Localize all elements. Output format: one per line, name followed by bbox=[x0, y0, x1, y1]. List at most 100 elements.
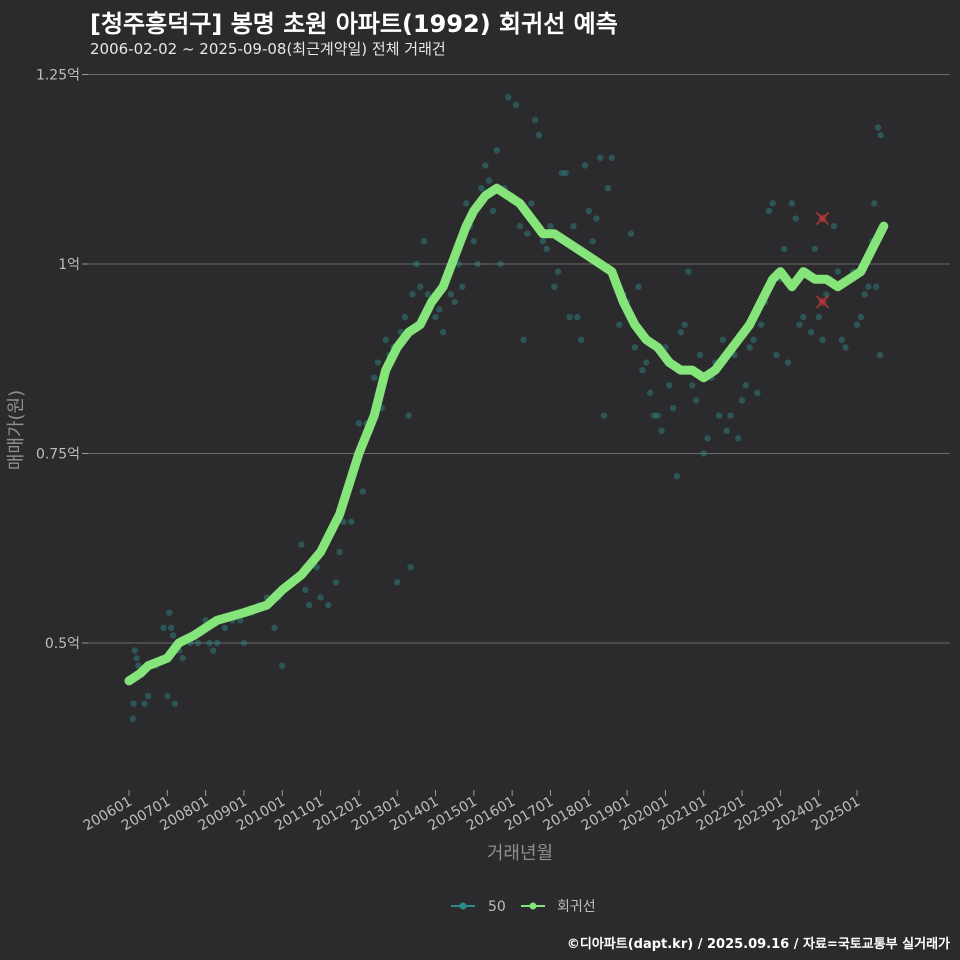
data-point bbox=[528, 200, 535, 207]
data-point bbox=[505, 94, 512, 101]
data-point bbox=[407, 564, 414, 571]
data-point bbox=[715, 412, 723, 419]
data-point bbox=[298, 541, 305, 548]
data-point bbox=[742, 382, 750, 389]
data-point bbox=[413, 260, 420, 268]
data-point bbox=[570, 222, 577, 230]
legend-50-marker bbox=[459, 902, 467, 910]
chart-title: [청주흥덕구] 봉명 초원 아파트(1992) 회귀선 예측 bbox=[90, 10, 618, 38]
scatter-points bbox=[129, 94, 884, 722]
data-point bbox=[436, 306, 443, 313]
data-point bbox=[589, 238, 596, 245]
data-point bbox=[754, 389, 761, 397]
data-point bbox=[666, 382, 673, 389]
data-point bbox=[420, 238, 428, 245]
data-point bbox=[169, 632, 177, 639]
data-point bbox=[459, 283, 466, 290]
data-point bbox=[531, 116, 539, 124]
data-point bbox=[478, 185, 485, 192]
data-point bbox=[382, 336, 389, 343]
data-point bbox=[807, 329, 815, 336]
data-point bbox=[194, 639, 202, 647]
data-point bbox=[788, 200, 796, 207]
axis-ticks: 0.5억0.75억1억1.25억200601200701200801200901… bbox=[36, 68, 863, 835]
data-point bbox=[639, 366, 646, 374]
data-point bbox=[432, 313, 439, 321]
data-point bbox=[784, 359, 792, 366]
data-point bbox=[554, 268, 562, 275]
data-point bbox=[604, 185, 612, 192]
data-point bbox=[520, 336, 527, 343]
data-point bbox=[470, 238, 478, 245]
data-point bbox=[355, 419, 363, 427]
data-point bbox=[164, 692, 171, 700]
x-axis-title: 거래년월 bbox=[487, 843, 553, 864]
data-point bbox=[167, 624, 175, 632]
data-point bbox=[332, 579, 340, 586]
legend-regression-marker bbox=[529, 902, 537, 910]
data-point bbox=[336, 548, 343, 556]
data-point bbox=[627, 230, 635, 237]
data-point bbox=[141, 700, 148, 707]
data-point bbox=[417, 283, 424, 290]
data-point bbox=[857, 313, 865, 321]
data-point bbox=[597, 154, 604, 162]
data-point bbox=[447, 291, 455, 298]
data-point bbox=[516, 222, 524, 230]
data-point bbox=[409, 291, 416, 298]
data-point bbox=[210, 647, 217, 654]
regression-curve bbox=[124, 183, 889, 686]
highlighted-points bbox=[815, 211, 830, 309]
data-point bbox=[635, 283, 642, 290]
data-point bbox=[838, 336, 845, 343]
data-point bbox=[773, 351, 780, 359]
data-point bbox=[723, 427, 730, 434]
data-point bbox=[811, 245, 819, 253]
regression-line bbox=[124, 183, 889, 686]
data-point bbox=[704, 435, 711, 442]
data-point bbox=[646, 389, 654, 397]
data-point bbox=[865, 283, 872, 290]
data-point bbox=[302, 586, 309, 594]
data-point bbox=[616, 321, 623, 328]
data-point bbox=[133, 654, 140, 662]
data-point bbox=[340, 518, 347, 525]
data-point bbox=[781, 245, 788, 253]
data-point bbox=[179, 654, 186, 662]
data-point bbox=[401, 313, 409, 321]
data-point bbox=[673, 473, 681, 480]
data-point bbox=[474, 260, 481, 268]
data-point bbox=[600, 412, 608, 419]
y-tick-label: 1억 bbox=[58, 257, 80, 273]
data-point bbox=[872, 283, 880, 290]
gridlines bbox=[88, 74, 950, 644]
data-point bbox=[608, 154, 615, 162]
data-point bbox=[769, 200, 776, 207]
data-point bbox=[871, 200, 878, 207]
data-point bbox=[585, 207, 592, 215]
data-point bbox=[735, 435, 742, 442]
data-point bbox=[325, 601, 332, 609]
data-point bbox=[539, 238, 547, 245]
data-point bbox=[738, 397, 746, 404]
data-point bbox=[439, 329, 447, 336]
data-point bbox=[485, 177, 493, 184]
data-point bbox=[374, 359, 382, 366]
data-point bbox=[547, 222, 554, 230]
data-point bbox=[543, 245, 550, 253]
data-point bbox=[166, 609, 173, 616]
data-point bbox=[317, 594, 324, 601]
data-point bbox=[861, 291, 868, 298]
data-point bbox=[834, 268, 842, 275]
data-point bbox=[796, 321, 803, 328]
highlight-cross bbox=[815, 211, 830, 226]
data-point bbox=[566, 313, 573, 321]
data-point bbox=[558, 169, 566, 177]
data-point bbox=[685, 268, 692, 275]
data-point bbox=[853, 321, 861, 328]
data-point bbox=[581, 162, 589, 169]
data-point bbox=[535, 131, 543, 139]
data-point bbox=[206, 639, 213, 647]
y-tick-label: 0.5억 bbox=[45, 636, 80, 652]
data-point bbox=[876, 351, 884, 359]
